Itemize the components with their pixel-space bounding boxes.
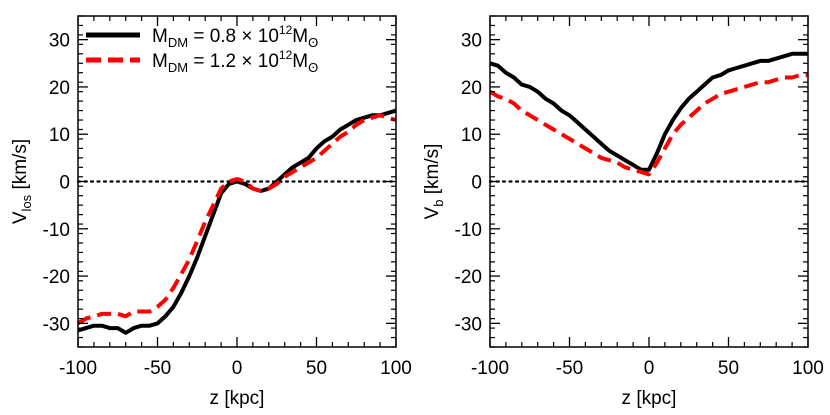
x-tick-label: 50	[306, 358, 327, 379]
y-tick-label: -30	[455, 314, 482, 335]
y-axis-label: Vb [km/s]	[422, 144, 446, 220]
x-tick-label: -50	[144, 358, 171, 379]
series-line-1	[77, 108, 397, 335]
series-line-2	[76, 113, 397, 326]
legend-entry-1: MDM = 0.8 × 1012Mʘ	[152, 23, 318, 50]
x-tick-label: 0	[644, 358, 655, 379]
y-tick-label: 10	[49, 125, 70, 146]
x-tick-label: -50	[556, 358, 583, 379]
x-tick-label: -100	[59, 358, 97, 379]
y-tick-label: 30	[49, 31, 70, 52]
x-tick-label: 0	[232, 358, 243, 379]
x-tick-label: -100	[471, 358, 509, 379]
y-tick-label: 10	[461, 125, 482, 146]
y-axis-label: Vlos [km/s]	[10, 139, 34, 224]
y-tick-label: 20	[49, 78, 70, 99]
y-tick-label: -30	[43, 314, 70, 335]
y-tick-label: -20	[455, 267, 482, 288]
y-tick-label: 0	[471, 173, 482, 194]
y-tick-label: 30	[461, 31, 482, 52]
y-tick-label: -20	[43, 267, 70, 288]
y-tick-label: 0	[59, 173, 70, 194]
series-line-1	[489, 51, 808, 172]
x-tick-label: 100	[792, 358, 824, 379]
legend-entry-2: MDM = 1.2 × 1012Mʘ	[152, 48, 318, 75]
x-axis-label: z [kpc]	[210, 388, 265, 409]
x-tick-label: 100	[380, 358, 412, 379]
series-line-2	[488, 73, 808, 177]
y-tick-label: -10	[43, 220, 70, 241]
x-tick-label: 50	[718, 358, 739, 379]
x-axis-label: z [kpc]	[622, 388, 677, 409]
y-tick-label: -10	[455, 220, 482, 241]
y-tick-label: 20	[461, 78, 482, 99]
